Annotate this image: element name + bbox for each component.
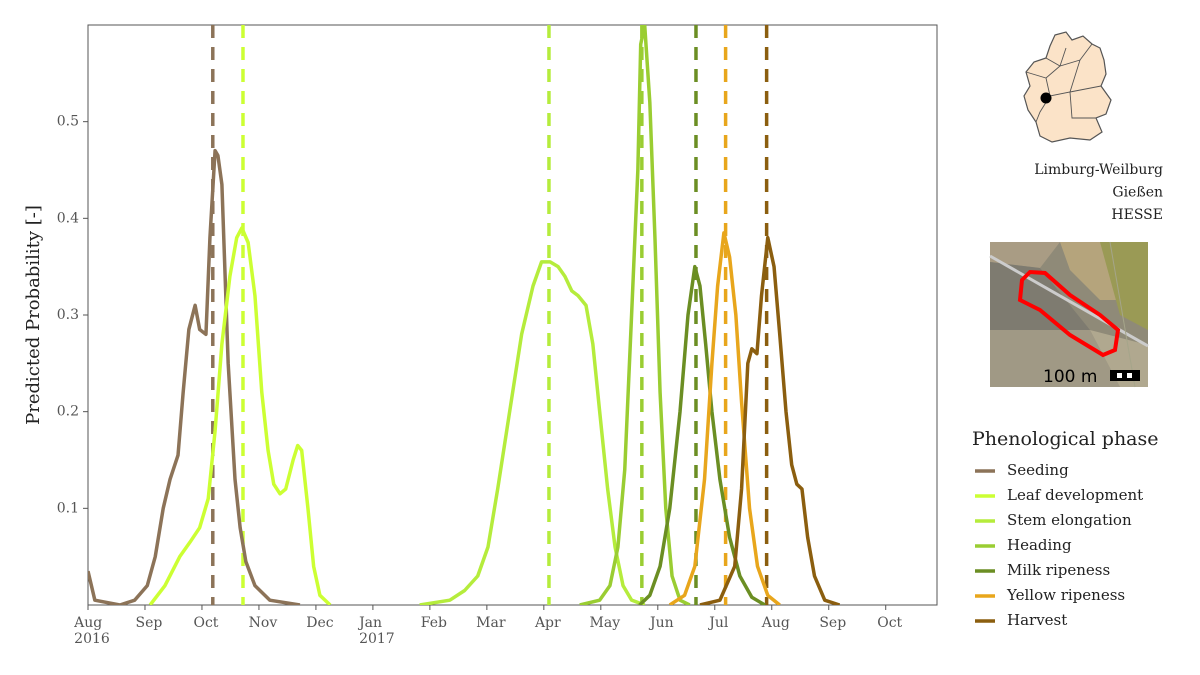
series-line bbox=[419, 260, 646, 605]
x-tick-label: Sep bbox=[819, 615, 847, 631]
series-line bbox=[88, 148, 301, 605]
y-tick-label: 0.2 bbox=[57, 404, 79, 420]
satellite-image: 100 m bbox=[989, 241, 1149, 388]
legend-label: Milk ripeness bbox=[1007, 561, 1110, 579]
x-tick-label: Aug bbox=[761, 615, 790, 631]
legend-label: Leaf development bbox=[1007, 486, 1143, 504]
legend-title: Phenological phase bbox=[972, 428, 1159, 450]
location-label: Gießen bbox=[1112, 185, 1163, 201]
x-tick-label: Sep bbox=[135, 615, 163, 631]
legend-label: Seeding bbox=[1007, 461, 1069, 479]
series-line bbox=[699, 235, 841, 605]
legend-label: Harvest bbox=[1007, 611, 1067, 629]
x-tick-label: Nov bbox=[248, 615, 278, 631]
legend-label: Yellow ripeness bbox=[1006, 586, 1125, 604]
location-label: HESSE bbox=[1111, 207, 1163, 223]
x-tick-label: Jul bbox=[709, 615, 729, 631]
x-tick-label: Mar bbox=[476, 615, 506, 631]
series-line bbox=[579, 25, 691, 605]
series-line bbox=[668, 231, 781, 605]
x-tick-label: Aug 2016 bbox=[74, 615, 110, 647]
x-tick-label: Dec bbox=[306, 615, 334, 631]
y-tick-label: 0.5 bbox=[57, 114, 79, 130]
germany-map bbox=[1023, 31, 1112, 143]
legend-label: Heading bbox=[1007, 536, 1072, 554]
legend-label: Stem elongation bbox=[1007, 511, 1132, 529]
x-tick-label: May bbox=[589, 615, 621, 631]
x-tick-label: Oct bbox=[877, 615, 903, 631]
y-axis-title: Predicted Probability [-] bbox=[23, 205, 44, 425]
scale-label: 100 m bbox=[1043, 367, 1097, 387]
plot-frame bbox=[87, 24, 938, 606]
plot-area bbox=[88, 25, 841, 605]
x-tick-label: Jun bbox=[649, 615, 674, 631]
series-line bbox=[148, 226, 332, 605]
y-tick-label: 0.1 bbox=[57, 500, 79, 516]
x-tick-label: Oct bbox=[193, 615, 219, 631]
location-label: Limburg-Weilburg bbox=[1034, 162, 1163, 178]
y-tick-label: 0.3 bbox=[57, 307, 79, 323]
x-tick-label: Feb bbox=[420, 615, 447, 631]
y-tick-label: 0.4 bbox=[57, 210, 79, 226]
x-tick-label: Apr bbox=[534, 615, 561, 631]
x-tick-label: Jan 2017 bbox=[359, 615, 395, 647]
